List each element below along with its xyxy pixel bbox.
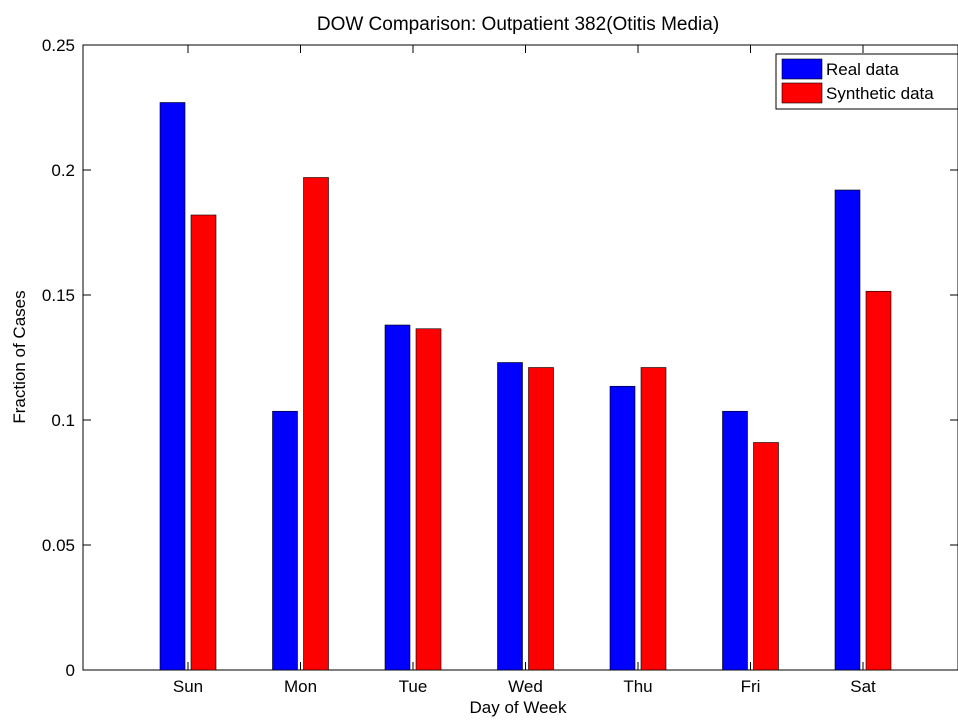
x-tick-label: Sun [173, 677, 203, 696]
y-axis-label: Fraction of Cases [10, 290, 29, 423]
legend-label-synthetic: Synthetic data [826, 84, 934, 103]
bar-synthetic-fri [754, 443, 779, 671]
bar-real-mon [273, 411, 298, 670]
y-tick-label: 0.2 [51, 161, 75, 180]
bar-real-wed [498, 363, 523, 671]
bar-synthetic-sun [191, 215, 216, 670]
y-tick-label: 0.25 [42, 36, 75, 55]
chart-title: DOW Comparison: Outpatient 382(Otitis Me… [317, 14, 719, 35]
legend-swatch-synthetic [782, 83, 822, 103]
legend-label-real: Real data [826, 60, 899, 79]
bar-synthetic-wed [529, 368, 554, 671]
plot-area: 0 0.05 0.1 0.15 0.2 0.25 Sun Mon Tue Wed Thu Fri Sat [42, 36, 958, 696]
x-tick-label: Thu [623, 677, 652, 696]
bar-synthetic-mon [304, 178, 329, 671]
x-tick-label: Fri [741, 677, 761, 696]
y-tick-label: 0.1 [51, 411, 75, 430]
x-tick-label: Mon [284, 677, 317, 696]
bar-real-sun [160, 103, 185, 671]
x-axis-label: Day of Week [469, 698, 567, 717]
bar-synthetic-thu [641, 368, 666, 671]
bar-synthetic-tue [416, 329, 441, 670]
y-tick-label: 0 [66, 661, 75, 680]
y-tick-label: 0.15 [42, 286, 75, 305]
bar-real-tue [385, 325, 410, 670]
bar-real-sat [835, 190, 860, 670]
bar-real-fri [723, 411, 748, 670]
legend-swatch-real [782, 59, 822, 79]
y-tick-label: 0.05 [42, 536, 75, 555]
x-tick-label: Wed [508, 677, 543, 696]
bar-synthetic-sat [866, 291, 891, 670]
x-tick-label: Sat [850, 677, 876, 696]
x-tick-label: Tue [399, 677, 428, 696]
legend: Real data Synthetic data [776, 54, 958, 109]
bar-real-thu [610, 386, 635, 670]
